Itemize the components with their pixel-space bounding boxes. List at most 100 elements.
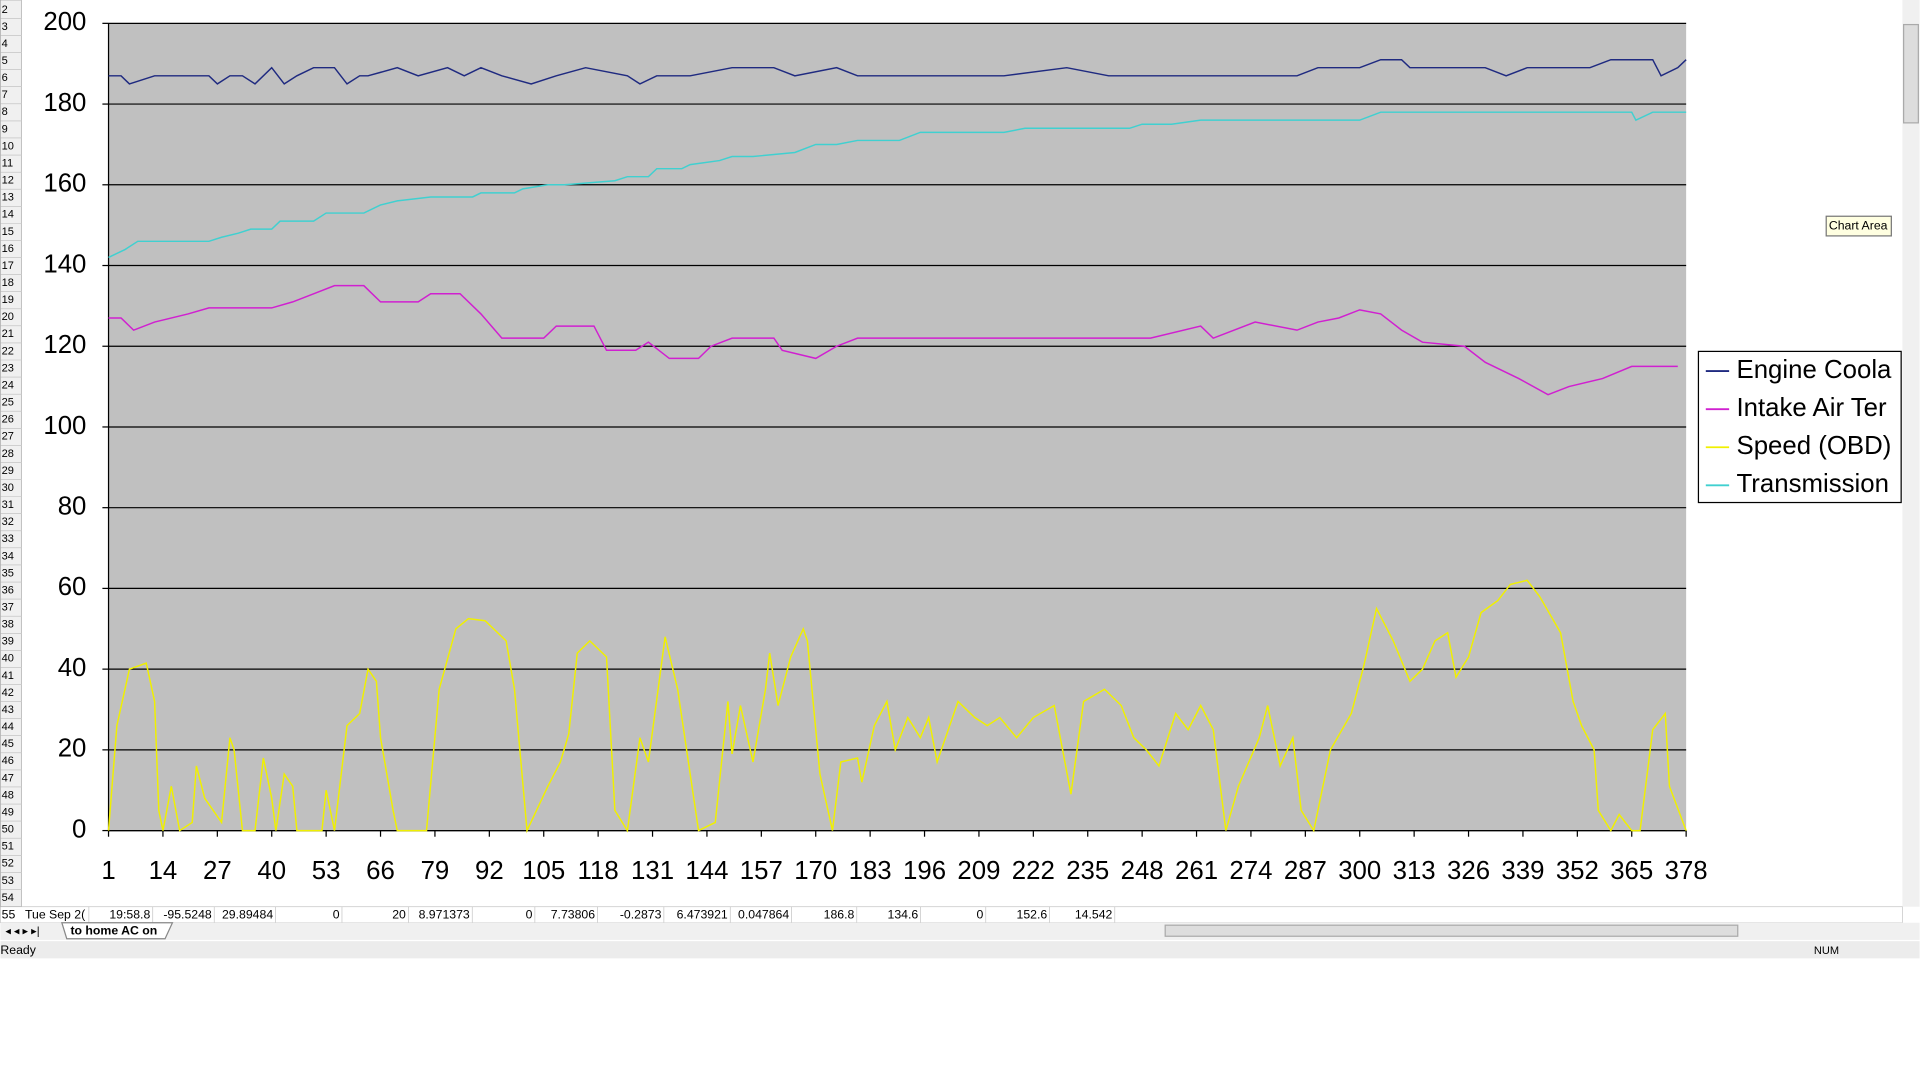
row-number: 32 — [2, 516, 14, 528]
row-number: 34 — [2, 550, 14, 562]
y-tick-label: 100 — [43, 412, 86, 440]
row-number: 50 — [2, 824, 14, 836]
row-number: 44 — [2, 721, 14, 733]
x-tick-label: 183 — [849, 857, 892, 885]
row-number: 21 — [2, 328, 14, 340]
tab-nav[interactable]: ◂ ◂ ▸ ▸| — [5, 925, 39, 937]
y-tick-label: 180 — [43, 89, 86, 117]
vertical-scrollbar[interactable] — [1902, 0, 1920, 907]
legend-label: Transmission — [1737, 470, 1889, 498]
x-tick-label: 53 — [312, 857, 341, 885]
row-number: 5 — [2, 55, 8, 67]
series-line — [108, 58, 1687, 85]
cell: 134.6 — [888, 908, 919, 922]
row-number: 11 — [2, 157, 13, 169]
x-tick-label: 235 — [1066, 857, 1109, 885]
row-number: 55 — [2, 908, 16, 922]
x-tick-label: 352 — [1556, 857, 1599, 885]
row-number: 14 — [2, 209, 14, 221]
legend-label: Intake Air Ter — [1737, 394, 1887, 422]
x-tick-label: 79 — [421, 857, 450, 885]
row-number: 47 — [2, 772, 14, 784]
y-tick-label: 80 — [58, 492, 87, 520]
row-number: 29 — [2, 465, 14, 477]
row-number: 15 — [2, 226, 14, 238]
x-tick-label: 222 — [1012, 857, 1055, 885]
cell: 19:58.8 — [109, 908, 150, 922]
row-number: 9 — [2, 123, 8, 135]
row-number: 24 — [2, 379, 14, 391]
row-number: 25 — [2, 397, 14, 409]
y-tick-label: 200 — [43, 8, 86, 36]
row-number: 31 — [2, 499, 14, 511]
row-number: 27 — [2, 431, 14, 443]
row-number: 42 — [2, 687, 14, 699]
row-number: 37 — [2, 601, 14, 613]
y-tick-label: 40 — [58, 654, 87, 682]
x-tick-label: 144 — [685, 857, 728, 885]
legend-box — [1697, 350, 1902, 504]
status-ready: Ready — [0, 943, 36, 957]
row-number: 10 — [2, 140, 14, 152]
row-number: 23 — [2, 362, 14, 374]
sheet-tab-shape[interactable] — [61, 922, 174, 940]
horizontal-scroll-thumb[interactable] — [1164, 924, 1739, 937]
x-tick-label: 300 — [1338, 857, 1381, 885]
x-tick-label: 40 — [257, 857, 286, 885]
series-line — [107, 579, 1687, 834]
row-number: 22 — [2, 345, 14, 357]
row-number: 35 — [2, 567, 14, 579]
y-tick-label: 60 — [58, 573, 87, 601]
row-number: 46 — [2, 755, 14, 767]
cell: 0 — [333, 908, 340, 922]
series-line — [108, 284, 1678, 396]
cell: 0 — [977, 908, 984, 922]
cell: 14.542 — [1075, 908, 1113, 922]
row-number: 38 — [2, 619, 14, 631]
row-number: 16 — [2, 243, 14, 255]
x-tick-label: 105 — [522, 857, 565, 885]
x-tick-label: 1 — [101, 857, 115, 885]
x-tick-label: 209 — [957, 857, 1000, 885]
cell: -0.2873 — [620, 908, 662, 922]
x-tick-label: 261 — [1175, 857, 1218, 885]
row-number: 26 — [2, 414, 14, 426]
row-number: 30 — [2, 482, 14, 494]
row-number: 45 — [2, 738, 14, 750]
y-tick-label: 140 — [43, 250, 86, 278]
x-tick-label: 14 — [149, 857, 178, 885]
row-number: 13 — [2, 192, 14, 204]
x-tick-label: 157 — [740, 857, 783, 885]
x-tick-label: 196 — [903, 857, 946, 885]
row-number: 40 — [2, 653, 14, 665]
y-tick-label: 0 — [72, 815, 86, 843]
row-number: 17 — [2, 260, 14, 272]
legend-label: Speed (OBD) — [1737, 432, 1892, 460]
status-bar — [0, 941, 1920, 959]
x-tick-label: 131 — [631, 857, 674, 885]
cell: 0.047864 — [738, 908, 789, 922]
scroll-thumb[interactable] — [1903, 23, 1919, 124]
row-number: 20 — [2, 311, 14, 323]
status-num: NUM — [1814, 945, 1839, 957]
cell: 0 — [526, 908, 533, 922]
cell: 8.971373 — [419, 908, 470, 922]
x-tick-label: 27 — [203, 857, 232, 885]
row-number: 39 — [2, 636, 14, 648]
row-number: 4 — [2, 38, 8, 50]
cell: 20 — [392, 908, 406, 922]
row-number: 48 — [2, 789, 14, 801]
sheet-tab[interactable]: to home AC on — [70, 924, 157, 938]
row-number: 51 — [2, 841, 14, 853]
x-tick-label: 339 — [1501, 857, 1544, 885]
row-number: 3 — [2, 21, 8, 33]
x-tick-label: 365 — [1610, 857, 1653, 885]
x-tick-label: 92 — [475, 857, 504, 885]
y-tick-label: 120 — [43, 331, 86, 359]
cell: 7.73806 — [551, 908, 596, 922]
row-number: 12 — [2, 175, 14, 187]
x-tick-label: 248 — [1121, 857, 1164, 885]
row-number: 28 — [2, 448, 14, 460]
row-number: 54 — [2, 892, 14, 904]
